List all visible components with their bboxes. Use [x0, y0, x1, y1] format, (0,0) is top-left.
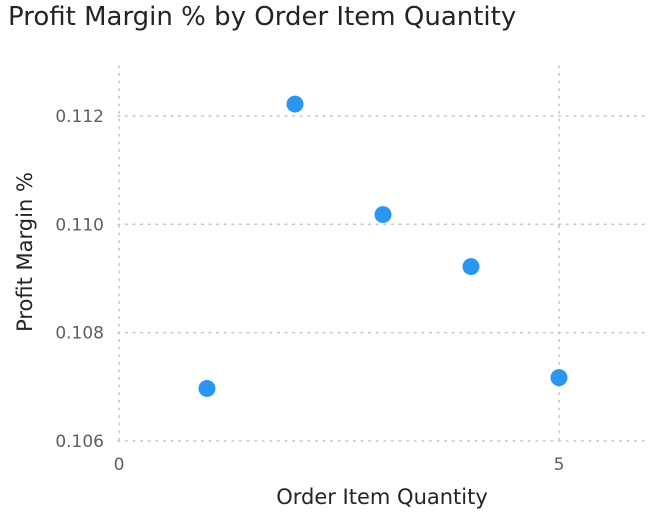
chart-title: Profit Margin % by Order Item Quantity — [8, 2, 517, 32]
data-point[interactable] — [550, 369, 568, 387]
data-point[interactable] — [198, 379, 216, 397]
x-tick-label: 0 — [114, 455, 125, 475]
y-axis-ticks: 0.106 0.108 0.110 0.112 — [55, 107, 104, 452]
data-point[interactable] — [374, 206, 392, 224]
gridlines — [117, 65, 646, 442]
y-axis-title: Profit Margin % — [13, 172, 37, 332]
y-tick-label: 0.106 — [55, 432, 104, 452]
data-points — [198, 95, 568, 397]
data-point[interactable] — [286, 95, 304, 113]
x-axis-title: Order Item Quantity — [276, 485, 488, 509]
data-point[interactable] — [462, 258, 480, 276]
y-tick-label: 0.110 — [55, 215, 104, 235]
x-tick-label: 5 — [554, 455, 565, 475]
y-tick-label: 0.108 — [55, 324, 104, 344]
y-tick-label: 0.112 — [55, 107, 104, 127]
